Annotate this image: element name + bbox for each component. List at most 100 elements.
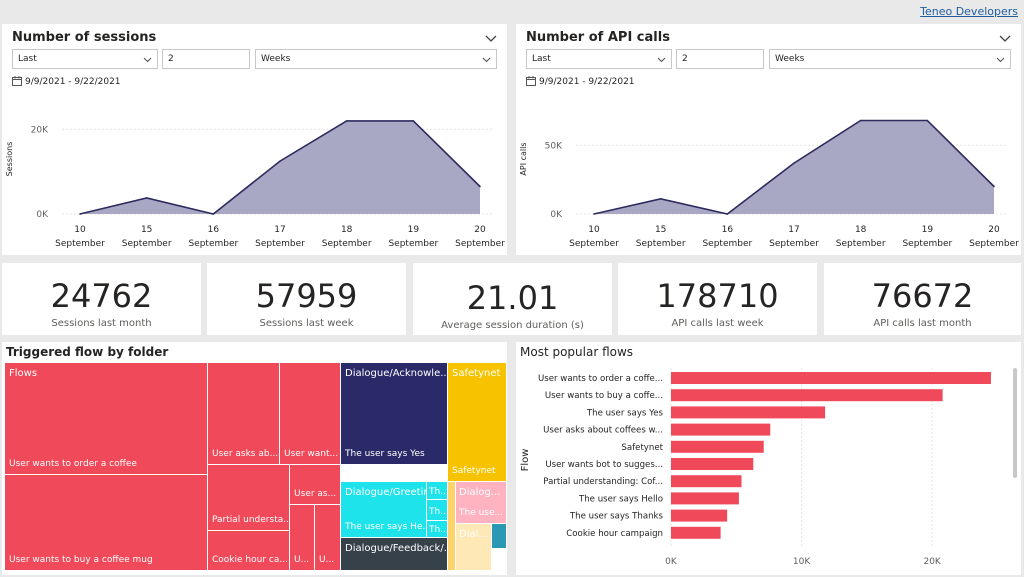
chevron-down-icon[interactable] [999, 32, 1011, 44]
kpi-sessions-last-month: 24762 Sessions last month [2, 263, 201, 335]
x-tick-sublabel: September [569, 239, 619, 249]
treemap-group-label-safetynet: Safetynet [452, 368, 501, 379]
treemap-tile-user-want[interactable]: User want... [280, 363, 341, 465]
category-label: Partial understanding: Cof... [543, 477, 663, 487]
x-tick-sublabel: September [122, 239, 172, 249]
treemap-tile-feedback[interactable]: Dialogue/Feedback/... [341, 538, 448, 571]
treemap-tile-th3[interactable]: Th... [427, 482, 448, 500]
treemap-card: Triggered flow by folder Flows User want… [2, 342, 507, 575]
treemap-tile-user-as[interactable]: User as... [290, 465, 341, 505]
bar [671, 509, 728, 522]
kpi-label: Average session duration (s) [441, 320, 584, 331]
treemap-tile-cookie[interactable]: Cookie hour ca... [208, 531, 290, 571]
api-count-value: 2 [682, 54, 688, 64]
treemap-tile-th2[interactable]: Th... [427, 521, 448, 538]
category-label: The user says Yes [586, 408, 664, 418]
treemap-tile-sliver[interactable] [448, 482, 456, 571]
treemap-tile-dialog-small[interactable]: Dialog... The use... [456, 482, 507, 524]
treemap-tile-label: User as... [294, 489, 337, 499]
teneo-developers-link[interactable]: Teneo Developers [920, 5, 1018, 18]
treemap-tile-th1[interactable]: Th... [427, 500, 448, 521]
sessions-unit-select[interactable]: Weeks [255, 49, 497, 69]
treemap-group-label-greetings: Dialogue/Greetings [345, 487, 426, 498]
api-period-select[interactable]: Last [526, 49, 672, 69]
category-label: User asks about coffees w... [543, 426, 663, 436]
treemap-tile-partial[interactable]: Partial understa... [208, 465, 290, 531]
data-point [993, 185, 995, 188]
x-tick-label: 20K [923, 557, 941, 567]
treemap-tile-label: U... [319, 555, 335, 565]
category-label: The user says Thanks [569, 512, 664, 522]
popular-flows-card: Most popular flows 0K 10K 20K User wants to… [516, 342, 1021, 575]
sessions-count-value: 2 [168, 54, 174, 64]
sessions-period-select[interactable]: Last [12, 49, 158, 69]
bar [671, 423, 771, 436]
x-tick-label: 18 [341, 225, 353, 235]
x-tick-sublabel: September [455, 239, 505, 249]
api-unit-value: Weeks [775, 54, 805, 64]
treemap-tile-dial-small[interactable]: Dial... [456, 524, 492, 571]
bar [671, 406, 826, 419]
kpi-api-calls-last-week: 178710 API calls last week [618, 263, 817, 335]
treemap-tile-label: Partial understa... [212, 515, 290, 525]
y-tick-label: 0K [550, 210, 563, 220]
area-fill [80, 120, 480, 214]
kpi-value: 57959 [255, 277, 358, 315]
treemap-tile-says-yes[interactable]: Dialogue/Acknowle... The user says Yes [341, 363, 448, 465]
treemap-tile-label: The user says He... [345, 522, 427, 532]
treemap-tile-says-hello[interactable]: Dialogue/Greetings The user says He... [341, 482, 427, 538]
x-tick-label: 17 [274, 225, 285, 235]
x-tick-label: 10K [793, 557, 811, 567]
x-tick-label: 15 [655, 225, 666, 235]
sessions-area-chart: 0K 20K Sessions 10 September 15 September 16 Sep… [5, 120, 505, 249]
y-tick-label: 20K [31, 125, 49, 135]
kpi-label: API calls last month [873, 318, 972, 329]
data-point [926, 119, 929, 122]
treemap-group-label-dial: Dial... [459, 529, 488, 540]
treemap-tile-label: Safetynet [452, 466, 496, 476]
treemap-tile-u2[interactable]: U... [315, 505, 341, 571]
data-point [212, 213, 215, 215]
sessions-date-range-text: 9/9/2021 - 9/22/2021 [25, 77, 121, 87]
treemap-tile-safetynet[interactable]: Safetynet Safetynet [448, 363, 507, 482]
sessions-date-range: 9/9/2021 - 9/22/2021 [12, 76, 121, 87]
treemap-tile-asks-about[interactable]: User asks ab... [208, 363, 280, 465]
data-point [79, 213, 81, 215]
treemap-tile-label: The user says Yes [345, 449, 425, 459]
y-axis-label: API calls [519, 142, 528, 175]
treemap-group-label-dialog: Dialog... [459, 487, 501, 498]
calendar-icon [526, 76, 536, 86]
y-tick-label: 0K [36, 210, 49, 220]
kpi-api-calls-last-month: 76672 API calls last month [824, 263, 1021, 335]
y-axis-label: Sessions [5, 142, 14, 177]
treemap-tile-label: Cookie hour ca... [212, 555, 288, 565]
x-tick-label: 19 [408, 225, 420, 235]
x-tick-label: 15 [141, 225, 152, 235]
api-unit-select[interactable]: Weeks [769, 49, 1011, 69]
treemap-tile-buy-mug[interactable]: User wants to buy a coffee mug [5, 475, 208, 571]
sessions-count-input[interactable]: 2 [162, 49, 250, 69]
api-count-input[interactable]: 2 [676, 49, 764, 69]
x-tick-label: 20 [988, 225, 1000, 235]
chevron-down-icon[interactable] [485, 32, 497, 44]
kpi-sessions-last-week: 57959 Sessions last week [207, 263, 406, 335]
kpi-value: 178710 [656, 277, 779, 315]
x-tick-label: 0K [665, 557, 678, 567]
treemap-tile-order-coffee[interactable]: Flows User wants to order a coffee [5, 363, 208, 475]
chevron-down-icon [657, 57, 666, 63]
x-tick-label: 19 [922, 225, 934, 235]
treemap-tile-label: User want... [284, 449, 339, 459]
bar [671, 492, 739, 505]
api-date-range: 9/9/2021 - 9/22/2021 [526, 76, 635, 87]
data-point [859, 119, 862, 122]
treemap-tile-teal[interactable] [492, 524, 507, 549]
y-axis-label: Flow [520, 449, 531, 472]
sessions-card: Number of sessions Last 2 Weeks 9/9/2021… [2, 24, 507, 255]
treemap-tile-label: Th... [429, 525, 448, 535]
api-calls-title: Number of API calls [526, 30, 670, 45]
treemap-tile-u1[interactable]: U... [290, 505, 315, 571]
chevron-down-icon [482, 57, 491, 63]
x-tick-label: 16 [208, 225, 220, 235]
popular-flows-bar-chart: 0K 10K 20K User wants to order a coffe... Us… [520, 368, 1017, 567]
x-tick-sublabel: September [636, 239, 686, 249]
